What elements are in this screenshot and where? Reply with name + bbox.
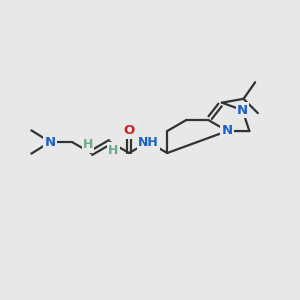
Text: NH: NH bbox=[138, 136, 159, 148]
Text: N: N bbox=[222, 124, 233, 137]
Text: N: N bbox=[237, 104, 248, 117]
Text: N: N bbox=[44, 136, 56, 148]
Text: H: H bbox=[108, 143, 118, 157]
Text: O: O bbox=[124, 124, 135, 137]
Text: H: H bbox=[83, 139, 93, 152]
